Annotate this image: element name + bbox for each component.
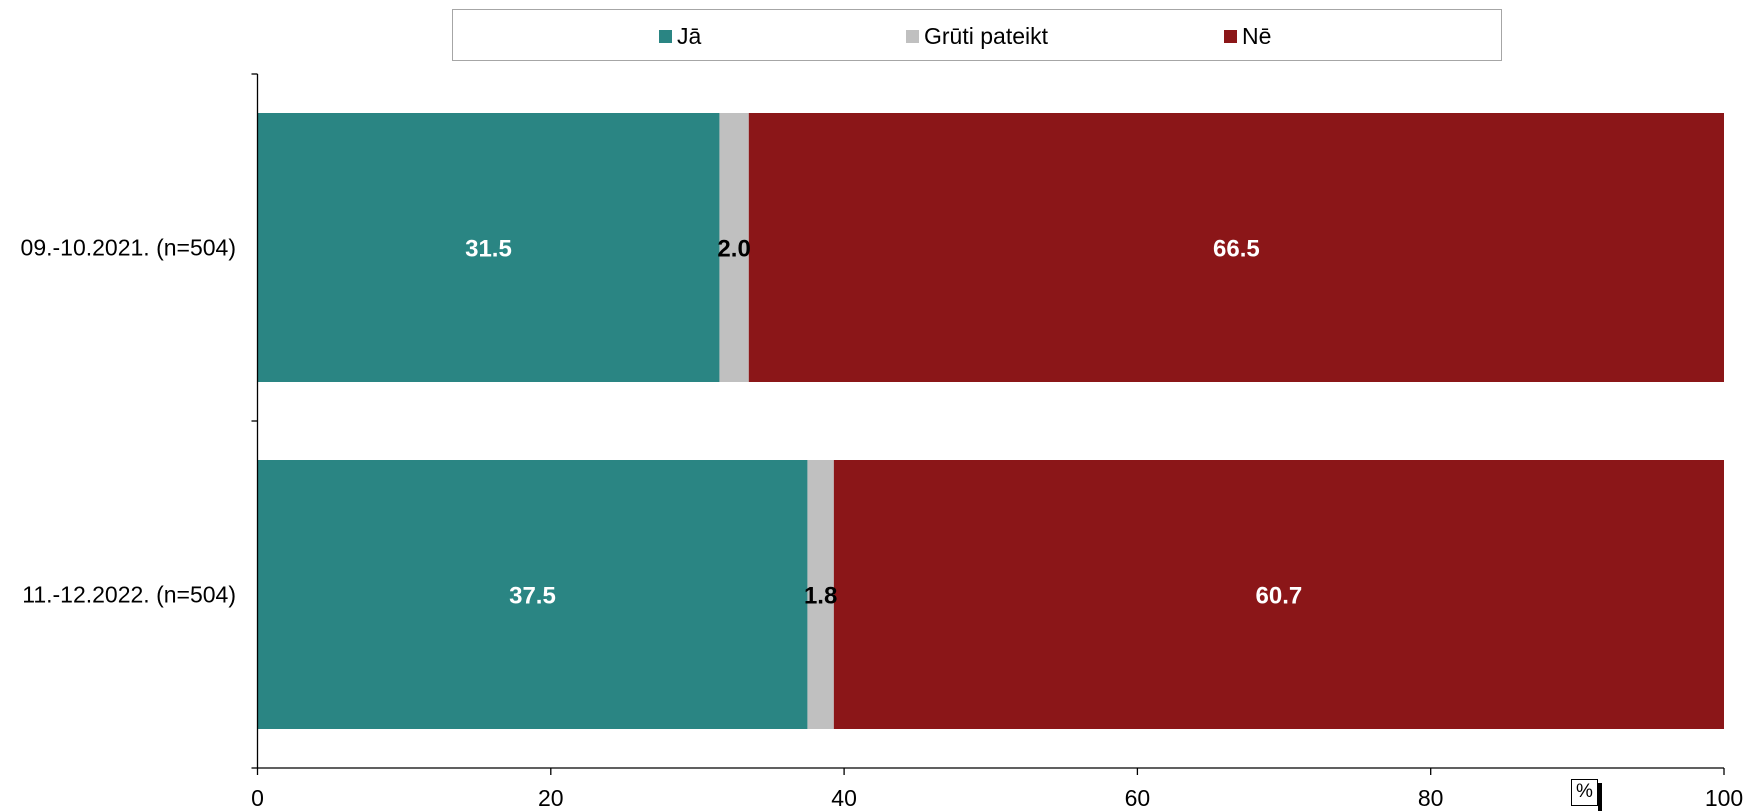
x-tick-label-100: 100 — [1705, 785, 1743, 811]
legend-swatch-ja — [659, 29, 672, 43]
legend-item-ja: Jā — [659, 22, 702, 49]
x-tick-label-80: 80 — [1418, 785, 1444, 811]
unit-label: % — [1571, 779, 1598, 806]
unit-box-shadow — [1598, 783, 1602, 811]
data-label-ne-1: 66.5 — [1213, 236, 1260, 263]
legend-swatch-gruti-pateikt — [906, 29, 919, 43]
legend-label-gruti-pateikt: Grūti pateikt — [924, 22, 1048, 49]
legend-swatch-ne — [1224, 29, 1237, 43]
x-tick-label-60: 60 — [1125, 785, 1151, 811]
bar-gruti-pateikt-2 — [807, 460, 834, 729]
data-label-ja-1: 31.5 — [465, 236, 512, 263]
bar-ja-1 — [257, 113, 720, 382]
x-tick-label-40: 40 — [831, 785, 857, 811]
legend-label-ja: Jā — [677, 22, 702, 49]
x-tick-label-20: 20 — [538, 785, 564, 811]
legend-item-ne: Nē — [1224, 22, 1272, 49]
category-label-1: 09.-10.2021. (n=504) — [21, 235, 236, 261]
category-label-2: 11.-12.2022. (n=504) — [22, 582, 236, 608]
data-label-gruti-pateikt-1: 2.0 — [717, 236, 750, 263]
bar-ne-2 — [833, 460, 1724, 729]
x-tick-label-0: 0 — [251, 785, 264, 811]
data-label-ne-2: 60.7 — [1256, 583, 1303, 610]
bar-ne-1 — [748, 113, 1724, 382]
legend-item-gruti-pateikt: Grūti pateikt — [906, 22, 1048, 49]
legend: Jā Grūti pateikt Nē — [452, 9, 1502, 61]
bar-gruti-pateikt-1 — [719, 113, 749, 382]
bar-ja-2 — [257, 460, 808, 729]
legend-label-ne: Nē — [1242, 22, 1272, 49]
data-label-gruti-pateikt-2: 1.8 — [804, 583, 837, 610]
data-label-ja-2: 37.5 — [509, 583, 556, 610]
